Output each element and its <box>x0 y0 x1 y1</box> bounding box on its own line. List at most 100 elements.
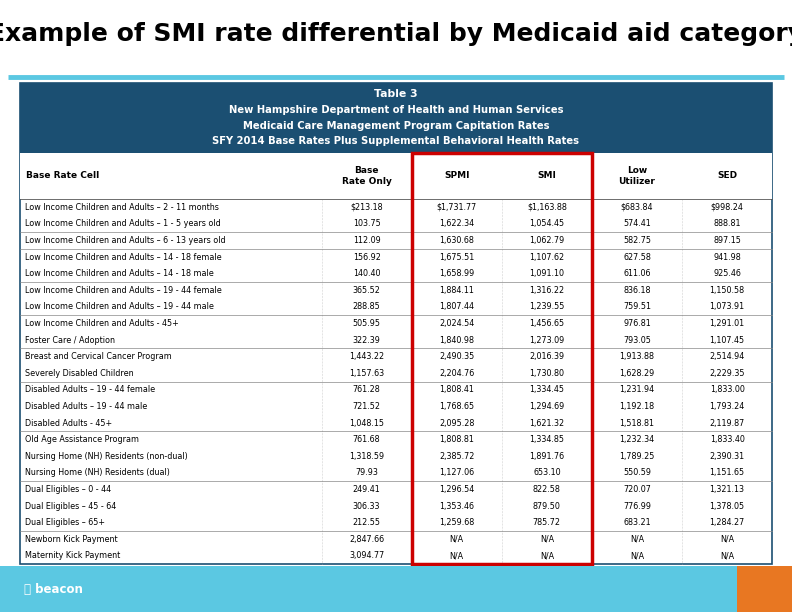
Text: 941.98: 941.98 <box>714 253 741 261</box>
Text: Medicaid Care Management Program Capitation Rates: Medicaid Care Management Program Capitat… <box>243 121 549 130</box>
Text: 761.28: 761.28 <box>352 386 380 394</box>
Text: Dual Eligibles – 65+: Dual Eligibles – 65+ <box>25 518 105 528</box>
Text: 836.18: 836.18 <box>623 286 651 295</box>
Text: 2,095.28: 2,095.28 <box>439 419 474 428</box>
Text: SFY 2014 Base Rates Plus Supplemental Behavioral Health Rates: SFY 2014 Base Rates Plus Supplemental Be… <box>212 136 580 146</box>
Text: 879.50: 879.50 <box>533 502 561 510</box>
Text: 2,024.54: 2,024.54 <box>439 319 474 328</box>
Text: Disabled Adults – 19 - 44 female: Disabled Adults – 19 - 44 female <box>25 386 155 394</box>
Text: 1,789.25: 1,789.25 <box>619 452 655 461</box>
Text: 1,378.05: 1,378.05 <box>710 502 744 510</box>
Text: 653.10: 653.10 <box>533 468 561 477</box>
Text: Old Age Assistance Program: Old Age Assistance Program <box>25 435 139 444</box>
Text: 1,291.01: 1,291.01 <box>710 319 744 328</box>
Text: 1,353.46: 1,353.46 <box>440 502 474 510</box>
Text: 79.93: 79.93 <box>355 468 378 477</box>
Text: Low Income Children and Adults – 6 - 13 years old: Low Income Children and Adults – 6 - 13 … <box>25 236 226 245</box>
Text: 1,321.13: 1,321.13 <box>710 485 744 494</box>
Text: 925.46: 925.46 <box>714 269 741 278</box>
Text: 793.05: 793.05 <box>623 335 651 345</box>
Text: 1,807.44: 1,807.44 <box>440 302 474 312</box>
Text: Low Income Children and Adults - 45+: Low Income Children and Adults - 45+ <box>25 319 179 328</box>
Text: 1,316.22: 1,316.22 <box>529 286 565 295</box>
Text: New Hampshire Department of Health and Human Services: New Hampshire Department of Health and H… <box>229 105 563 115</box>
Text: N/A: N/A <box>720 535 734 544</box>
Text: 776.99: 776.99 <box>623 502 651 510</box>
Text: 1,048.15: 1,048.15 <box>349 419 384 428</box>
Text: 1,884.11: 1,884.11 <box>440 286 474 295</box>
Text: 2,119.87: 2,119.87 <box>710 419 744 428</box>
Bar <box>20 83 772 153</box>
Text: 1,273.09: 1,273.09 <box>529 335 565 345</box>
Bar <box>737 566 792 612</box>
Text: Nursing Home (NH) Residents (non-dual): Nursing Home (NH) Residents (non-dual) <box>25 452 188 461</box>
Text: 574.41: 574.41 <box>623 219 651 228</box>
Text: Low Income Children and Adults – 14 - 18 male: Low Income Children and Adults – 14 - 18… <box>25 269 214 278</box>
Text: 1,628.29: 1,628.29 <box>619 369 655 378</box>
Text: 1,833.40: 1,833.40 <box>710 435 744 444</box>
Text: Dual Eligibles – 45 - 64: Dual Eligibles – 45 - 64 <box>25 502 116 510</box>
Bar <box>20 153 772 199</box>
Text: 683.21: 683.21 <box>623 518 651 528</box>
Text: 1,127.06: 1,127.06 <box>440 468 474 477</box>
Text: 156.92: 156.92 <box>352 253 380 261</box>
Text: 1,192.18: 1,192.18 <box>619 402 654 411</box>
Text: 365.52: 365.52 <box>352 286 380 295</box>
Text: 2,016.39: 2,016.39 <box>529 352 565 361</box>
Text: 1,239.55: 1,239.55 <box>529 302 565 312</box>
Text: 2,385.72: 2,385.72 <box>439 452 474 461</box>
Text: Low
Utilizer: Low Utilizer <box>619 166 656 185</box>
Text: Low Income Children and Adults – 14 - 18 female: Low Income Children and Adults – 14 - 18… <box>25 253 222 261</box>
Bar <box>412 153 592 564</box>
Text: SPMI: SPMI <box>444 171 470 181</box>
Text: Table 3: Table 3 <box>374 89 418 99</box>
Text: N/A: N/A <box>450 551 464 561</box>
Text: 720.07: 720.07 <box>623 485 651 494</box>
Text: 288.85: 288.85 <box>352 302 380 312</box>
Text: 1,808.81: 1,808.81 <box>440 435 474 444</box>
Text: 1,768.65: 1,768.65 <box>440 402 474 411</box>
Text: 1,658.99: 1,658.99 <box>439 269 474 278</box>
Text: 1,840.98: 1,840.98 <box>440 335 474 345</box>
Text: Low Income Children and Adults – 2 - 11 months: Low Income Children and Adults – 2 - 11 … <box>25 203 219 212</box>
Text: Breast and Cervical Cancer Program: Breast and Cervical Cancer Program <box>25 352 172 361</box>
Text: 1,107.45: 1,107.45 <box>710 335 744 345</box>
Text: Ⓡ beacon: Ⓡ beacon <box>24 583 82 595</box>
Text: 2,514.94: 2,514.94 <box>710 352 744 361</box>
Text: 1,150.58: 1,150.58 <box>710 286 744 295</box>
Text: 611.06: 611.06 <box>623 269 651 278</box>
Text: 1,793.24: 1,793.24 <box>710 402 744 411</box>
Text: $213.18: $213.18 <box>350 203 383 212</box>
Text: 1,621.32: 1,621.32 <box>529 419 565 428</box>
Text: 582.75: 582.75 <box>623 236 651 245</box>
Text: Maternity Kick Payment: Maternity Kick Payment <box>25 551 120 561</box>
Text: 759.51: 759.51 <box>623 302 651 312</box>
Text: 1,334.85: 1,334.85 <box>529 435 565 444</box>
Text: Foster Care / Adoption: Foster Care / Adoption <box>25 335 116 345</box>
Text: 2,490.35: 2,490.35 <box>439 352 474 361</box>
Text: Nursing Home (NH) Residents (dual): Nursing Home (NH) Residents (dual) <box>25 468 170 477</box>
Text: 322.39: 322.39 <box>352 335 380 345</box>
Text: $998.24: $998.24 <box>710 203 744 212</box>
Text: 888.81: 888.81 <box>714 219 741 228</box>
Text: Example of SMI rate differential by Medicaid aid category: Example of SMI rate differential by Medi… <box>0 21 792 46</box>
Text: N/A: N/A <box>630 551 644 561</box>
Text: 1,622.34: 1,622.34 <box>440 219 474 228</box>
Text: Newborn Kick Payment: Newborn Kick Payment <box>25 535 118 544</box>
Text: 3,094.77: 3,094.77 <box>349 551 384 561</box>
Text: 1,808.41: 1,808.41 <box>440 386 474 394</box>
Text: Base
Rate Only: Base Rate Only <box>341 166 391 185</box>
Text: 1,730.80: 1,730.80 <box>529 369 565 378</box>
Text: 1,231.94: 1,231.94 <box>619 386 654 394</box>
Text: 1,151.65: 1,151.65 <box>710 468 744 477</box>
Text: N/A: N/A <box>450 535 464 544</box>
Text: 785.72: 785.72 <box>533 518 561 528</box>
Text: 1,296.54: 1,296.54 <box>439 485 474 494</box>
Text: Low Income Children and Adults – 19 - 44 male: Low Income Children and Adults – 19 - 44… <box>25 302 214 312</box>
Text: N/A: N/A <box>630 535 644 544</box>
Text: Low Income Children and Adults – 19 - 44 female: Low Income Children and Adults – 19 - 44… <box>25 286 222 295</box>
Text: 1,091.10: 1,091.10 <box>529 269 565 278</box>
Text: 897.15: 897.15 <box>714 236 741 245</box>
Text: 1,062.79: 1,062.79 <box>529 236 565 245</box>
Text: 1,675.51: 1,675.51 <box>439 253 474 261</box>
